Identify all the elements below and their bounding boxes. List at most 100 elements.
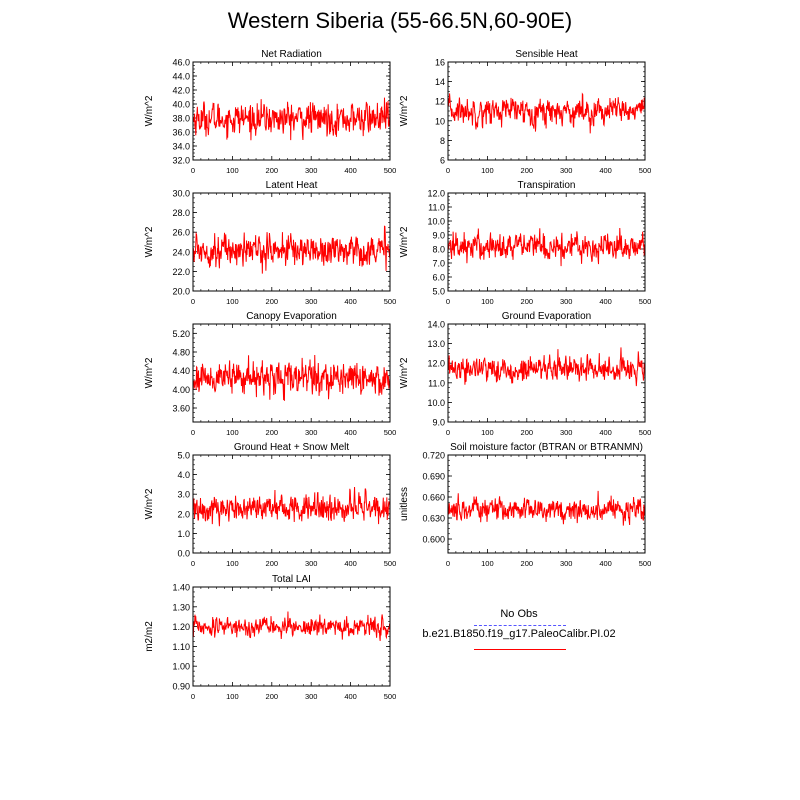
chart-panel: Transpiration W/m^2 0 100 200 300 400 500 5.0 6.0…	[399, 180, 651, 306]
chart-panel: Sensible Heat W/m^2 0 100 200 300 400 500 6 8 10 12…	[399, 49, 651, 175]
y-tick-label: 8	[440, 136, 445, 146]
y-tick-label: 0.720	[422, 451, 445, 461]
x-tick-label: 200	[521, 559, 534, 568]
x-tick-label: 100	[226, 297, 239, 306]
x-tick-label: 100	[226, 428, 239, 437]
x-tick-label: 100	[481, 559, 494, 568]
x-tick-label: 200	[521, 166, 534, 175]
x-tick-label: 200	[266, 428, 279, 437]
y-tick-label: 2.0	[177, 509, 190, 519]
y-axis-label: W/m^2	[144, 226, 155, 257]
y-tick-label: 12.0	[427, 189, 445, 199]
series-line	[448, 490, 645, 526]
y-tick-label: 36.0	[172, 128, 190, 138]
series-line	[193, 97, 390, 141]
x-tick-label: 200	[266, 297, 279, 306]
x-tick-label: 300	[305, 559, 318, 568]
x-tick-label: 300	[305, 166, 318, 175]
x-tick-label: 500	[639, 297, 652, 306]
x-tick-label: 400	[344, 428, 357, 437]
y-tick-label: 6.0	[432, 273, 445, 283]
y-tick-label: 1.0	[177, 529, 190, 539]
legend-entry-case: b.e21.B1850.f19_g17.PaleoCalibr.PI.02	[422, 628, 616, 640]
y-tick-label: 4.0	[177, 470, 190, 480]
x-tick-label: 300	[560, 166, 573, 175]
y-axis-label: m2/m2	[144, 621, 155, 652]
y-tick-label: 1.30	[172, 602, 190, 612]
x-tick-label: 300	[560, 559, 573, 568]
y-tick-label: 28.0	[172, 208, 190, 218]
series-line	[193, 354, 390, 401]
chart-panel: Total LAI m2/m2 0 100 200 300 400 500 0.90 1.00 1.…	[144, 574, 396, 701]
x-tick-label: 500	[384, 166, 397, 175]
x-tick-label: 300	[560, 297, 573, 306]
y-tick-label: 11.0	[428, 378, 445, 388]
y-tick-label: 22.0	[172, 267, 190, 277]
y-tick-label: 0.0	[177, 549, 190, 559]
x-tick-label: 100	[481, 297, 494, 306]
y-tick-label: 16	[435, 58, 445, 68]
y-tick-label: 44.0	[172, 72, 190, 82]
x-tick-label: 400	[599, 166, 612, 175]
y-tick-label: 12.0	[427, 359, 445, 369]
plot-frame	[192, 323, 391, 423]
x-tick-label: 400	[599, 428, 612, 437]
legend-entry-obs: No Obs	[500, 608, 538, 620]
plot-frame	[192, 192, 391, 292]
x-tick-label: 200	[521, 297, 534, 306]
y-tick-label: 26.0	[172, 228, 190, 238]
x-tick-label: 100	[226, 692, 239, 701]
y-tick-label: 4.80	[172, 348, 190, 358]
series-line	[193, 487, 390, 527]
x-tick-label: 200	[266, 692, 279, 701]
x-tick-label: 400	[344, 166, 357, 175]
y-tick-label: 32.0	[172, 156, 190, 166]
y-tick-label: 14.0	[427, 320, 445, 330]
x-tick-label: 300	[305, 692, 318, 701]
chart-title: Ground Evaporation	[502, 311, 592, 322]
chart-title: Soil moisture factor (BTRAN or BTRANMN)	[450, 442, 643, 453]
x-tick-label: 400	[599, 559, 612, 568]
x-tick-label: 200	[266, 166, 279, 175]
x-tick-label: 0	[191, 559, 195, 568]
series-line	[193, 225, 390, 274]
x-tick-label: 500	[384, 428, 397, 437]
y-tick-label: 1.00	[172, 662, 190, 672]
x-tick-label: 500	[384, 297, 397, 306]
chart-title: Net Radiation	[261, 49, 322, 60]
y-tick-label: 1.20	[172, 622, 190, 632]
x-tick-label: 500	[384, 559, 397, 568]
x-tick-label: 400	[344, 297, 357, 306]
plot-frame	[192, 586, 391, 687]
y-tick-label: 7.0	[432, 259, 445, 269]
series-line	[448, 347, 645, 387]
legend-line-obs	[474, 625, 566, 626]
y-axis-label: W/m^2	[144, 357, 155, 388]
y-tick-label: 4.00	[172, 385, 190, 395]
plot-frame	[192, 454, 391, 554]
y-axis-label: unitless	[399, 487, 410, 521]
x-tick-label: 300	[305, 428, 318, 437]
plot-frame	[447, 192, 646, 292]
chart-panel: Latent Heat W/m^2 0 100 200 300 400 500 20.0 22.0…	[144, 180, 396, 306]
legend-line-case	[474, 649, 566, 650]
y-tick-label: 9.0	[432, 231, 445, 241]
series-line	[448, 92, 645, 134]
chart-panel: Canopy Evaporation W/m^2 0 100 200 300 400 500 3…	[144, 311, 396, 437]
y-tick-label: 5.0	[177, 451, 190, 461]
plot-frame	[192, 61, 391, 161]
y-tick-label: 10.0	[427, 398, 445, 408]
chart-panel: Net Radiation W/m^2 0 100 200 300 400 500 32.0 34…	[144, 49, 396, 175]
x-tick-label: 0	[191, 428, 195, 437]
y-axis-label: W/m^2	[144, 95, 155, 126]
x-tick-label: 100	[226, 166, 239, 175]
y-tick-label: 0.630	[422, 514, 445, 524]
y-axis-label: W/m^2	[144, 488, 155, 519]
x-tick-label: 200	[266, 559, 279, 568]
chart-title: Sensible Heat	[515, 49, 577, 60]
chart-title: Ground Heat + Snow Melt	[234, 442, 350, 453]
chart-title: Transpiration	[518, 180, 576, 191]
page-title: Western Siberia (55-66.5N,60-90E)	[227, 8, 573, 33]
